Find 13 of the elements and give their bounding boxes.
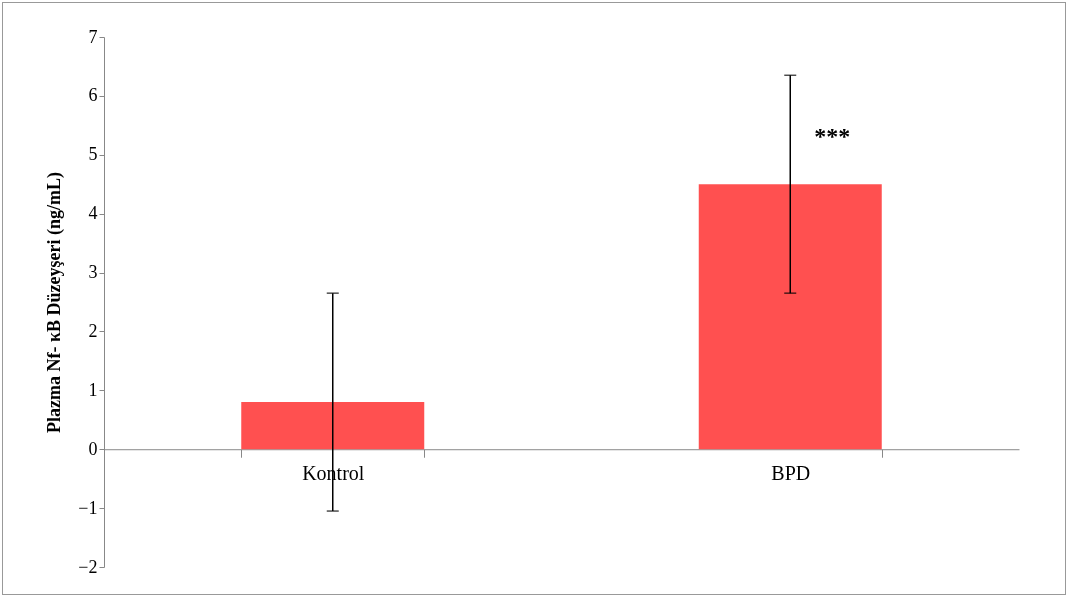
y-tick-label: 2 bbox=[88, 320, 98, 341]
y-tick-label: 7 bbox=[88, 26, 98, 47]
y-tick-label: −2 bbox=[78, 556, 98, 577]
x-tick-label: BPD bbox=[771, 461, 811, 484]
y-tick-label: 0 bbox=[88, 438, 98, 459]
y-tick-label: 6 bbox=[88, 85, 98, 106]
y-tick-label: −1 bbox=[78, 497, 98, 518]
annotation: *** bbox=[814, 123, 851, 150]
y-tick-label: 3 bbox=[88, 262, 98, 283]
y-tick-label: 5 bbox=[88, 144, 98, 165]
y-axis-title: Plazma Nf- κB Düzeyşeri (ng/mL) bbox=[44, 172, 66, 433]
y-tick-label: 4 bbox=[88, 203, 98, 224]
y-tick-label: 1 bbox=[88, 379, 98, 400]
